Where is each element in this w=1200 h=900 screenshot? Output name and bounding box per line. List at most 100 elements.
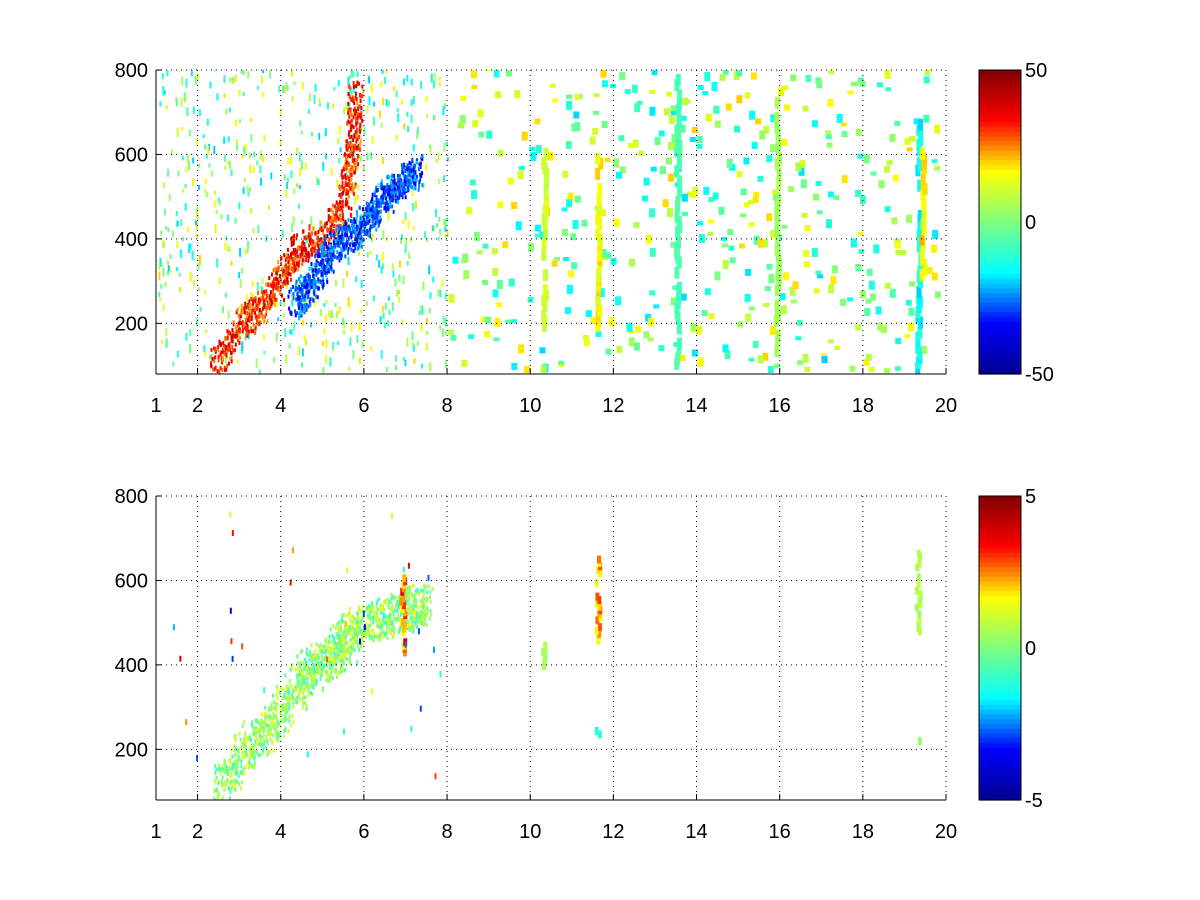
colorbar-step [979, 567, 1021, 573]
heatmap-cell [396, 289, 399, 297]
heatmap-cell [372, 210, 375, 215]
heatmap-cell [389, 615, 392, 620]
heatmap-cell [202, 134, 205, 139]
heatmap-cell [419, 705, 422, 712]
heatmap-cell [292, 284, 295, 289]
heatmap-cell [252, 228, 255, 234]
heatmap-cell [257, 297, 260, 302]
heatmap-cell [312, 655, 315, 660]
heatmap-cell [387, 194, 390, 199]
heatmap-cell [394, 192, 397, 197]
heatmap-cell [223, 136, 226, 144]
heatmap-cell [868, 280, 875, 290]
heatmap-cell [353, 134, 356, 139]
heatmap-cell [343, 728, 346, 735]
heatmap-cell [229, 356, 232, 361]
heatmap-cell [265, 746, 268, 751]
heatmap-cell [216, 93, 219, 101]
heatmap-cell [346, 222, 349, 227]
heatmap-cell [407, 602, 410, 607]
heatmap-cell [269, 290, 272, 295]
heatmap-cell [350, 206, 353, 211]
heatmap-cell [514, 90, 521, 99]
heatmap-cell [335, 645, 338, 650]
heatmap-cell [333, 223, 336, 228]
heatmap-cell [366, 251, 369, 258]
heatmap-cell [422, 281, 425, 291]
heatmap-cell [283, 297, 286, 302]
heatmap-cell [316, 253, 319, 258]
heatmap-cell [235, 139, 238, 145]
heatmap-cell [288, 306, 291, 311]
heatmap-cell [408, 160, 411, 165]
heatmap-cell [375, 601, 378, 606]
heatmap-cell [164, 225, 167, 230]
heatmap-cell [245, 314, 248, 319]
heatmap-cell [314, 682, 317, 687]
heatmap-cell [390, 198, 393, 203]
heatmap-cell [917, 617, 922, 626]
heatmap-cell [352, 84, 355, 89]
heatmap-cell [254, 326, 257, 331]
heatmap-cell [243, 743, 246, 748]
heatmap-cell [779, 292, 786, 300]
heatmap-cell [321, 686, 324, 693]
heatmap-cell [322, 279, 325, 284]
heatmap-cell [299, 167, 302, 177]
heatmap-cell [270, 731, 273, 736]
heatmap-cell [781, 224, 788, 229]
heatmap-cell [233, 760, 236, 765]
heatmap-cell [364, 206, 367, 211]
heatmap-cell [360, 620, 363, 625]
heatmap-cell [338, 186, 341, 191]
heatmap-cell [316, 233, 319, 238]
heatmap-cell [293, 697, 296, 702]
heatmap-cell [301, 308, 304, 313]
heatmap-cell [581, 219, 588, 227]
heatmap-cell [317, 663, 320, 668]
heatmap-cell [316, 668, 319, 673]
heatmap-cell [337, 216, 340, 221]
heatmap-cell [361, 94, 364, 99]
heatmap-cell [349, 227, 352, 232]
heatmap-cell [241, 723, 244, 728]
heatmap-cell [828, 70, 835, 75]
heatmap-cell [909, 135, 916, 142]
colorbar-step [979, 686, 1021, 692]
heatmap-cell [615, 296, 622, 306]
heatmap-cell [306, 670, 309, 675]
heatmap-cell [326, 102, 329, 110]
heatmap-cell [281, 229, 284, 238]
heatmap-cell [205, 191, 208, 198]
colorbar-step [979, 676, 1021, 682]
heatmap-cell [358, 220, 361, 225]
heatmap-cell [217, 358, 220, 363]
colorbar-step [979, 709, 1021, 716]
heatmap-cell [471, 85, 478, 90]
heatmap-cell [430, 612, 433, 617]
heatmap-cell [258, 303, 261, 308]
heatmap-cell [870, 293, 877, 301]
heatmap-cell [360, 216, 363, 221]
heatmap-cell [213, 346, 216, 351]
heatmap-cell [859, 195, 866, 205]
heatmap-cell [767, 365, 774, 373]
heatmap-cell [168, 194, 171, 202]
heatmap-cell [340, 173, 343, 178]
heatmap-cell [344, 652, 347, 657]
heatmap-cell [310, 262, 313, 267]
heatmap-cell [325, 299, 328, 304]
heatmap-cell [357, 629, 360, 634]
heatmap-cell [403, 178, 406, 183]
heatmap-cell [167, 265, 170, 272]
heatmap-cell [253, 757, 256, 762]
heatmap-cell [380, 122, 383, 128]
heatmap-cell [238, 202, 241, 210]
heatmap-cell [356, 194, 359, 200]
heatmap-cell [317, 236, 320, 241]
heatmap-cell [386, 597, 389, 602]
colorbar-step [979, 595, 1021, 602]
heatmap-cell [287, 695, 290, 700]
heatmap-cell [214, 770, 217, 775]
heatmap-cell [400, 186, 403, 191]
